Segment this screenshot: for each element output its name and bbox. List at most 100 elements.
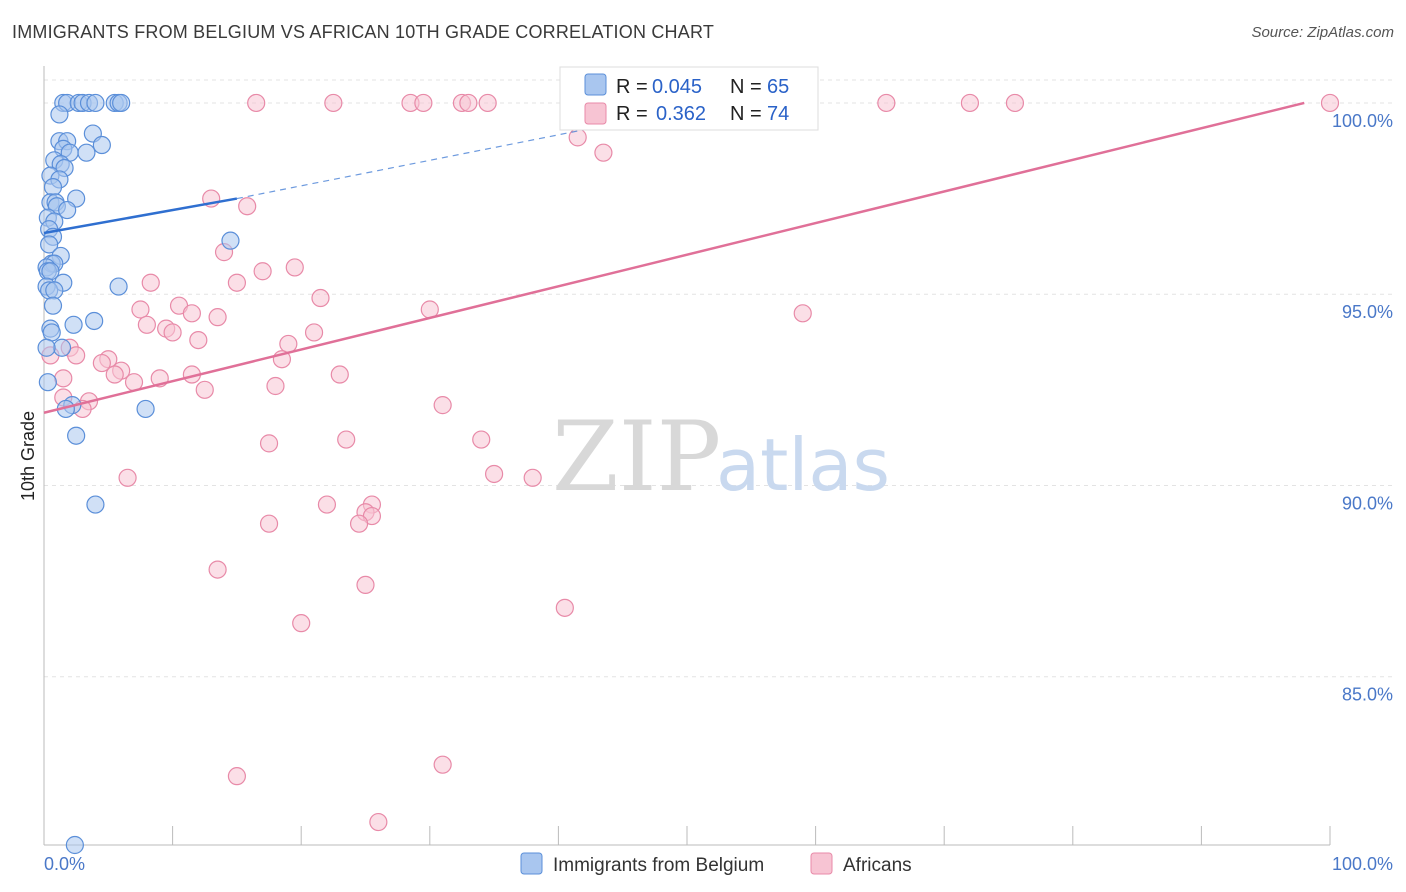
africans-point	[259, 434, 279, 453]
africans-point	[285, 258, 304, 277]
legend-n-value-2: 74	[767, 103, 789, 125]
belgium-point	[42, 323, 61, 342]
africans-point	[208, 560, 227, 579]
watermark-atlas: atlas	[716, 423, 890, 507]
africans-point	[478, 93, 497, 113]
legend-r-label-1: R =	[616, 76, 648, 98]
africans-point	[227, 273, 246, 292]
axes	[43, 66, 1331, 846]
africans-point	[292, 614, 311, 633]
belgium-point	[64, 315, 83, 334]
belgium-point	[58, 200, 77, 220]
legend-box: R = 0.045 N = 65 R = 0.362 N = 74	[559, 66, 819, 131]
africans-point	[304, 323, 324, 342]
africans-point	[793, 304, 812, 323]
africans-point	[568, 128, 587, 147]
belgium-point	[43, 296, 63, 315]
africans-point	[337, 430, 356, 449]
legend-n-label-1: N =	[730, 76, 762, 98]
africans-point	[182, 304, 201, 323]
belgium-point	[85, 311, 104, 331]
africans-point	[266, 376, 285, 396]
watermark: ZIP atlas	[552, 401, 890, 513]
africans-point	[523, 468, 542, 487]
belgium-point	[52, 338, 72, 357]
legend-n-value-1: 65	[767, 76, 789, 98]
africans-point	[67, 346, 86, 365]
belgium-trend-line	[43, 197, 238, 235]
belgium-point	[92, 135, 111, 155]
source-label: Source: ZipAtlas.com	[1251, 24, 1394, 41]
africans-point	[247, 93, 266, 113]
africans-point	[259, 514, 279, 533]
x-tick-label: 100.0%	[1332, 854, 1393, 874]
belgium-point	[112, 93, 131, 113]
africans-point	[433, 396, 452, 415]
chart-title: IMMIGRANTS FROM BELGIUM VS AFRICAN 10TH …	[12, 22, 715, 42]
tick-labels: 85.0% 90.0% 95.0% 100.0% 0.0% 100.0%	[44, 111, 1393, 874]
belgium-trend-extension	[236, 129, 585, 200]
x-tick-label: 0.0%	[44, 854, 85, 874]
belgium-point	[67, 426, 86, 445]
gridlines	[44, 79, 1396, 678]
africans-point	[485, 464, 504, 484]
belgium-point	[43, 178, 63, 197]
africans-point	[208, 308, 227, 327]
bottom-legend-label-belgium: Immigrants from Belgium	[553, 855, 764, 876]
africans-point	[349, 514, 369, 533]
africans-point	[118, 468, 137, 487]
series-africans-points	[41, 93, 1340, 832]
bottom-legend-swatch-belgium	[520, 852, 543, 875]
africans-point	[555, 598, 574, 617]
belgium-point	[45, 281, 64, 300]
africans-trend-line	[43, 101, 1305, 414]
bottom-legend: Immigrants from Belgium Africans	[520, 852, 912, 876]
y-axis-label: 10th Grade	[18, 411, 38, 501]
africans-point	[137, 315, 156, 334]
watermark-zip: ZIP	[552, 401, 721, 513]
belgium-point	[86, 93, 105, 113]
belgium-point	[50, 105, 69, 124]
belgium-point	[37, 338, 56, 357]
africans-point	[356, 575, 375, 595]
y-tick-label: 85.0%	[1342, 685, 1393, 705]
belgium-point	[86, 495, 105, 514]
africans-point	[369, 812, 388, 832]
y-tick-label: 100.0%	[1332, 111, 1393, 131]
bottom-legend-label-africans: Africans	[843, 855, 912, 876]
africans-point	[141, 273, 160, 292]
africans-point	[279, 334, 298, 354]
belgium-point	[136, 399, 155, 419]
africans-point	[253, 262, 272, 281]
africans-point	[877, 93, 896, 113]
belgium-point	[38, 373, 57, 392]
africans-point	[92, 353, 111, 373]
africans-point	[54, 369, 73, 388]
belgium-point	[221, 231, 240, 250]
legend-n-label-2: N =	[730, 103, 762, 125]
africans-point	[459, 93, 478, 113]
legend-swatch-africans	[584, 102, 607, 125]
y-tick-label: 95.0%	[1342, 302, 1393, 322]
africans-point	[131, 300, 150, 319]
africans-point	[189, 331, 208, 350]
legend-swatch-belgium	[584, 73, 607, 96]
africans-point	[195, 380, 214, 399]
belgium-point	[40, 235, 59, 254]
africans-point	[163, 323, 182, 342]
africans-point	[1005, 93, 1025, 113]
belgium-point	[65, 835, 84, 855]
legend-r-label-2: R =	[616, 103, 648, 125]
y-tick-label: 90.0%	[1342, 493, 1393, 513]
africans-point	[238, 197, 257, 216]
africans-point	[311, 288, 330, 308]
africans-point	[227, 767, 246, 786]
belgium-point	[109, 277, 128, 296]
bottom-legend-swatch-africans	[810, 852, 833, 875]
trend-lines	[43, 101, 1305, 414]
africans-point	[324, 93, 343, 113]
africans-point	[317, 495, 337, 514]
africans-point	[105, 365, 124, 384]
africans-point	[330, 365, 349, 384]
legend-r-value-2: 0.362	[656, 103, 706, 125]
